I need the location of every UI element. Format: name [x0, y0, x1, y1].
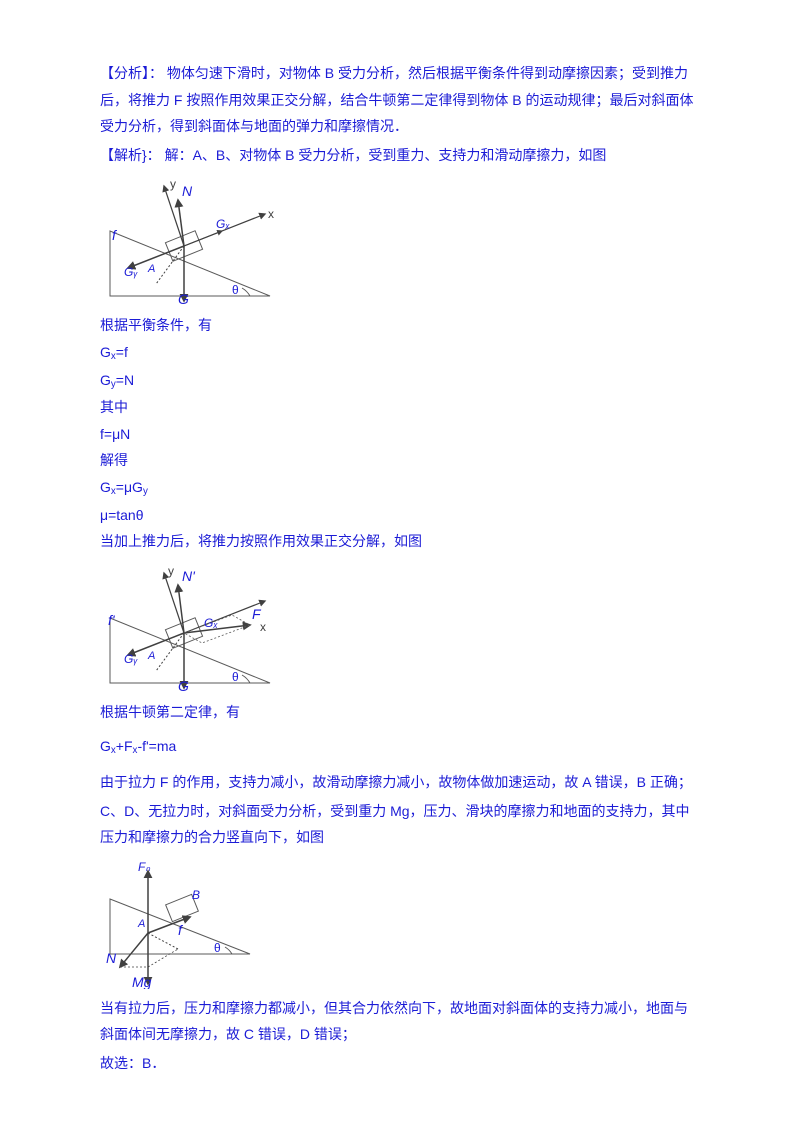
eq2-line3: 由于拉力 F 的作用，支持力减小，故滑动摩擦力减小，故物体做加速运动，故 A 错… — [100, 769, 700, 796]
solution-text: 解：A、B、对物体 B 受力分析，受到重力、支持力和滑动摩擦力，如图 — [165, 147, 607, 163]
svg-text:y: y — [170, 177, 176, 191]
svg-text:A: A — [147, 650, 155, 662]
analysis-text: 物体匀速下滑时，对物体 B 受力分析，然后根据平衡条件得到动摩擦因素；受到推力后… — [100, 65, 693, 134]
svg-text:θ: θ — [214, 941, 221, 955]
svg-text:θ: θ — [232, 283, 239, 297]
eq-gx-f: Gx=f — [100, 339, 700, 367]
svg-text:Fₙ: Fₙ — [138, 860, 150, 874]
eq2-line4: C、D、无拉力时，对斜面受力分析，受到重力 Mg，压力、滑块的摩擦力和地面的支持… — [100, 798, 700, 851]
figure-2: x y N' f' F G Gₓ Gᵧ θ A — [100, 563, 700, 693]
figure-3: B Fₙ N f Mg θ A — [100, 859, 700, 989]
svg-text:Gₓ: Gₓ — [204, 616, 218, 630]
conclusion-line2: 故选：B． — [100, 1050, 700, 1077]
conclusion-line1: 当有拉力后，压力和摩擦力都减小，但其合力依然向下，故地面对斜面体的支持力减小，地… — [100, 995, 700, 1048]
svg-text:y: y — [168, 564, 174, 578]
svg-text:A: A — [137, 918, 145, 930]
eq-where: 其中 — [100, 394, 700, 421]
svg-text:B: B — [192, 888, 200, 902]
svg-text:θ: θ — [232, 670, 239, 684]
svg-text:A: A — [147, 263, 155, 275]
svg-text:Mg: Mg — [132, 974, 152, 989]
svg-text:G: G — [178, 678, 189, 693]
svg-text:f: f — [112, 227, 118, 243]
eq1-line9: 当加上推力后，将推力按照作用效果正交分解，如图 — [100, 528, 700, 555]
svg-text:f: f — [178, 922, 184, 938]
eq-f-mun: f=μN — [100, 421, 700, 448]
svg-text:Gₓ: Gₓ — [216, 217, 230, 231]
svg-text:Gᵧ: Gᵧ — [124, 652, 138, 666]
svg-text:x: x — [268, 207, 274, 221]
svg-text:Gᵧ: Gᵧ — [124, 265, 138, 279]
analysis-paragraph: 【分析】： 物体匀速下滑时，对物体 B 受力分析，然后根据平衡条件得到动摩擦因素… — [100, 60, 700, 140]
eq-newton2: Gx+Fx-f'=ma — [100, 733, 700, 761]
eq-gy-n: Gy=N — [100, 367, 700, 395]
svg-text:N: N — [182, 183, 193, 199]
figure-1: x y N f G Gₓ Gᵧ θ A — [100, 176, 700, 306]
svg-text:G: G — [178, 291, 189, 306]
svg-text:N: N — [106, 950, 117, 966]
solution-intro: 【解析}： 解：A、B、对物体 B 受力分析，受到重力、支持力和滑动摩擦力，如图 — [100, 142, 700, 169]
svg-text:N': N' — [182, 568, 196, 584]
svg-text:x: x — [260, 620, 266, 634]
svg-text:F: F — [252, 606, 262, 622]
eq2-line1: 根据牛顿第二定律，有 — [100, 699, 700, 726]
eq1-line1: 根据平衡条件，有 — [100, 312, 700, 339]
analysis-label: 【分析】： — [100, 65, 163, 81]
eq-mu-tan: μ=tanθ — [100, 502, 700, 529]
eq-gx-mugy: Gx=μGy — [100, 474, 700, 502]
solution-label: 【解析}： — [100, 147, 161, 163]
eq-solve: 解得 — [100, 447, 700, 474]
